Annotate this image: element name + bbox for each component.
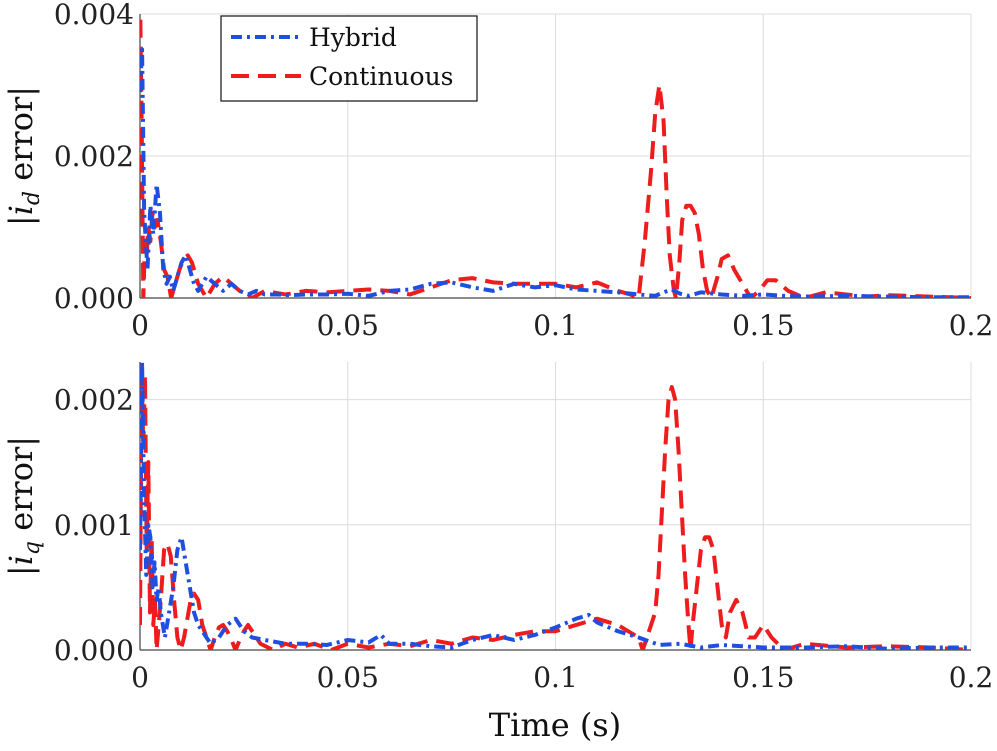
legend: Hybrid Continuous [220,15,478,102]
x-tick-label: 0.15 [732,661,794,694]
chart-id-error: 0 0.05 0.1 0.15 0.2 0.000 0.002 0.004 |id error| [2,0,993,342]
x-tick-label: 0.1 [533,309,578,342]
y-tick-label: 0.000 [54,634,134,667]
x-tick-label: 0 [131,309,149,342]
x-tick-label: 0.2 [949,661,994,694]
y-axis-label: |id error| [2,86,45,226]
x-tick-label: 0.05 [317,661,379,694]
x-axis-label: Time (s) [489,706,621,744]
legend-box [220,15,478,102]
legend-label-continuous: Continuous [309,62,454,91]
y-tick-label: 0.000 [54,282,134,315]
y-tick-label: 0.004 [54,0,134,31]
y-tick-label: 0.001 [54,509,134,542]
legend-label-hybrid: Hybrid [309,23,397,52]
series-line-hybrid [140,47,971,298]
y-tick-label: 0.002 [54,384,134,417]
series-line-hybrid [140,360,971,650]
x-tick-label: 0.2 [949,309,994,342]
y-axis-label: |iq error| [2,436,45,576]
x-tick-label: 0.15 [732,309,794,342]
x-tick-label: 0.05 [317,309,379,342]
y-tick-label: 0.002 [54,140,134,173]
x-tick-label: 0.1 [533,661,578,694]
series-line-continuous [140,360,971,650]
chart-iq-error: 0 0.05 0.1 0.15 0.2 0.000 0.001 0.002 |iq error| [2,360,994,694]
x-tick-label: 0 [131,661,149,694]
